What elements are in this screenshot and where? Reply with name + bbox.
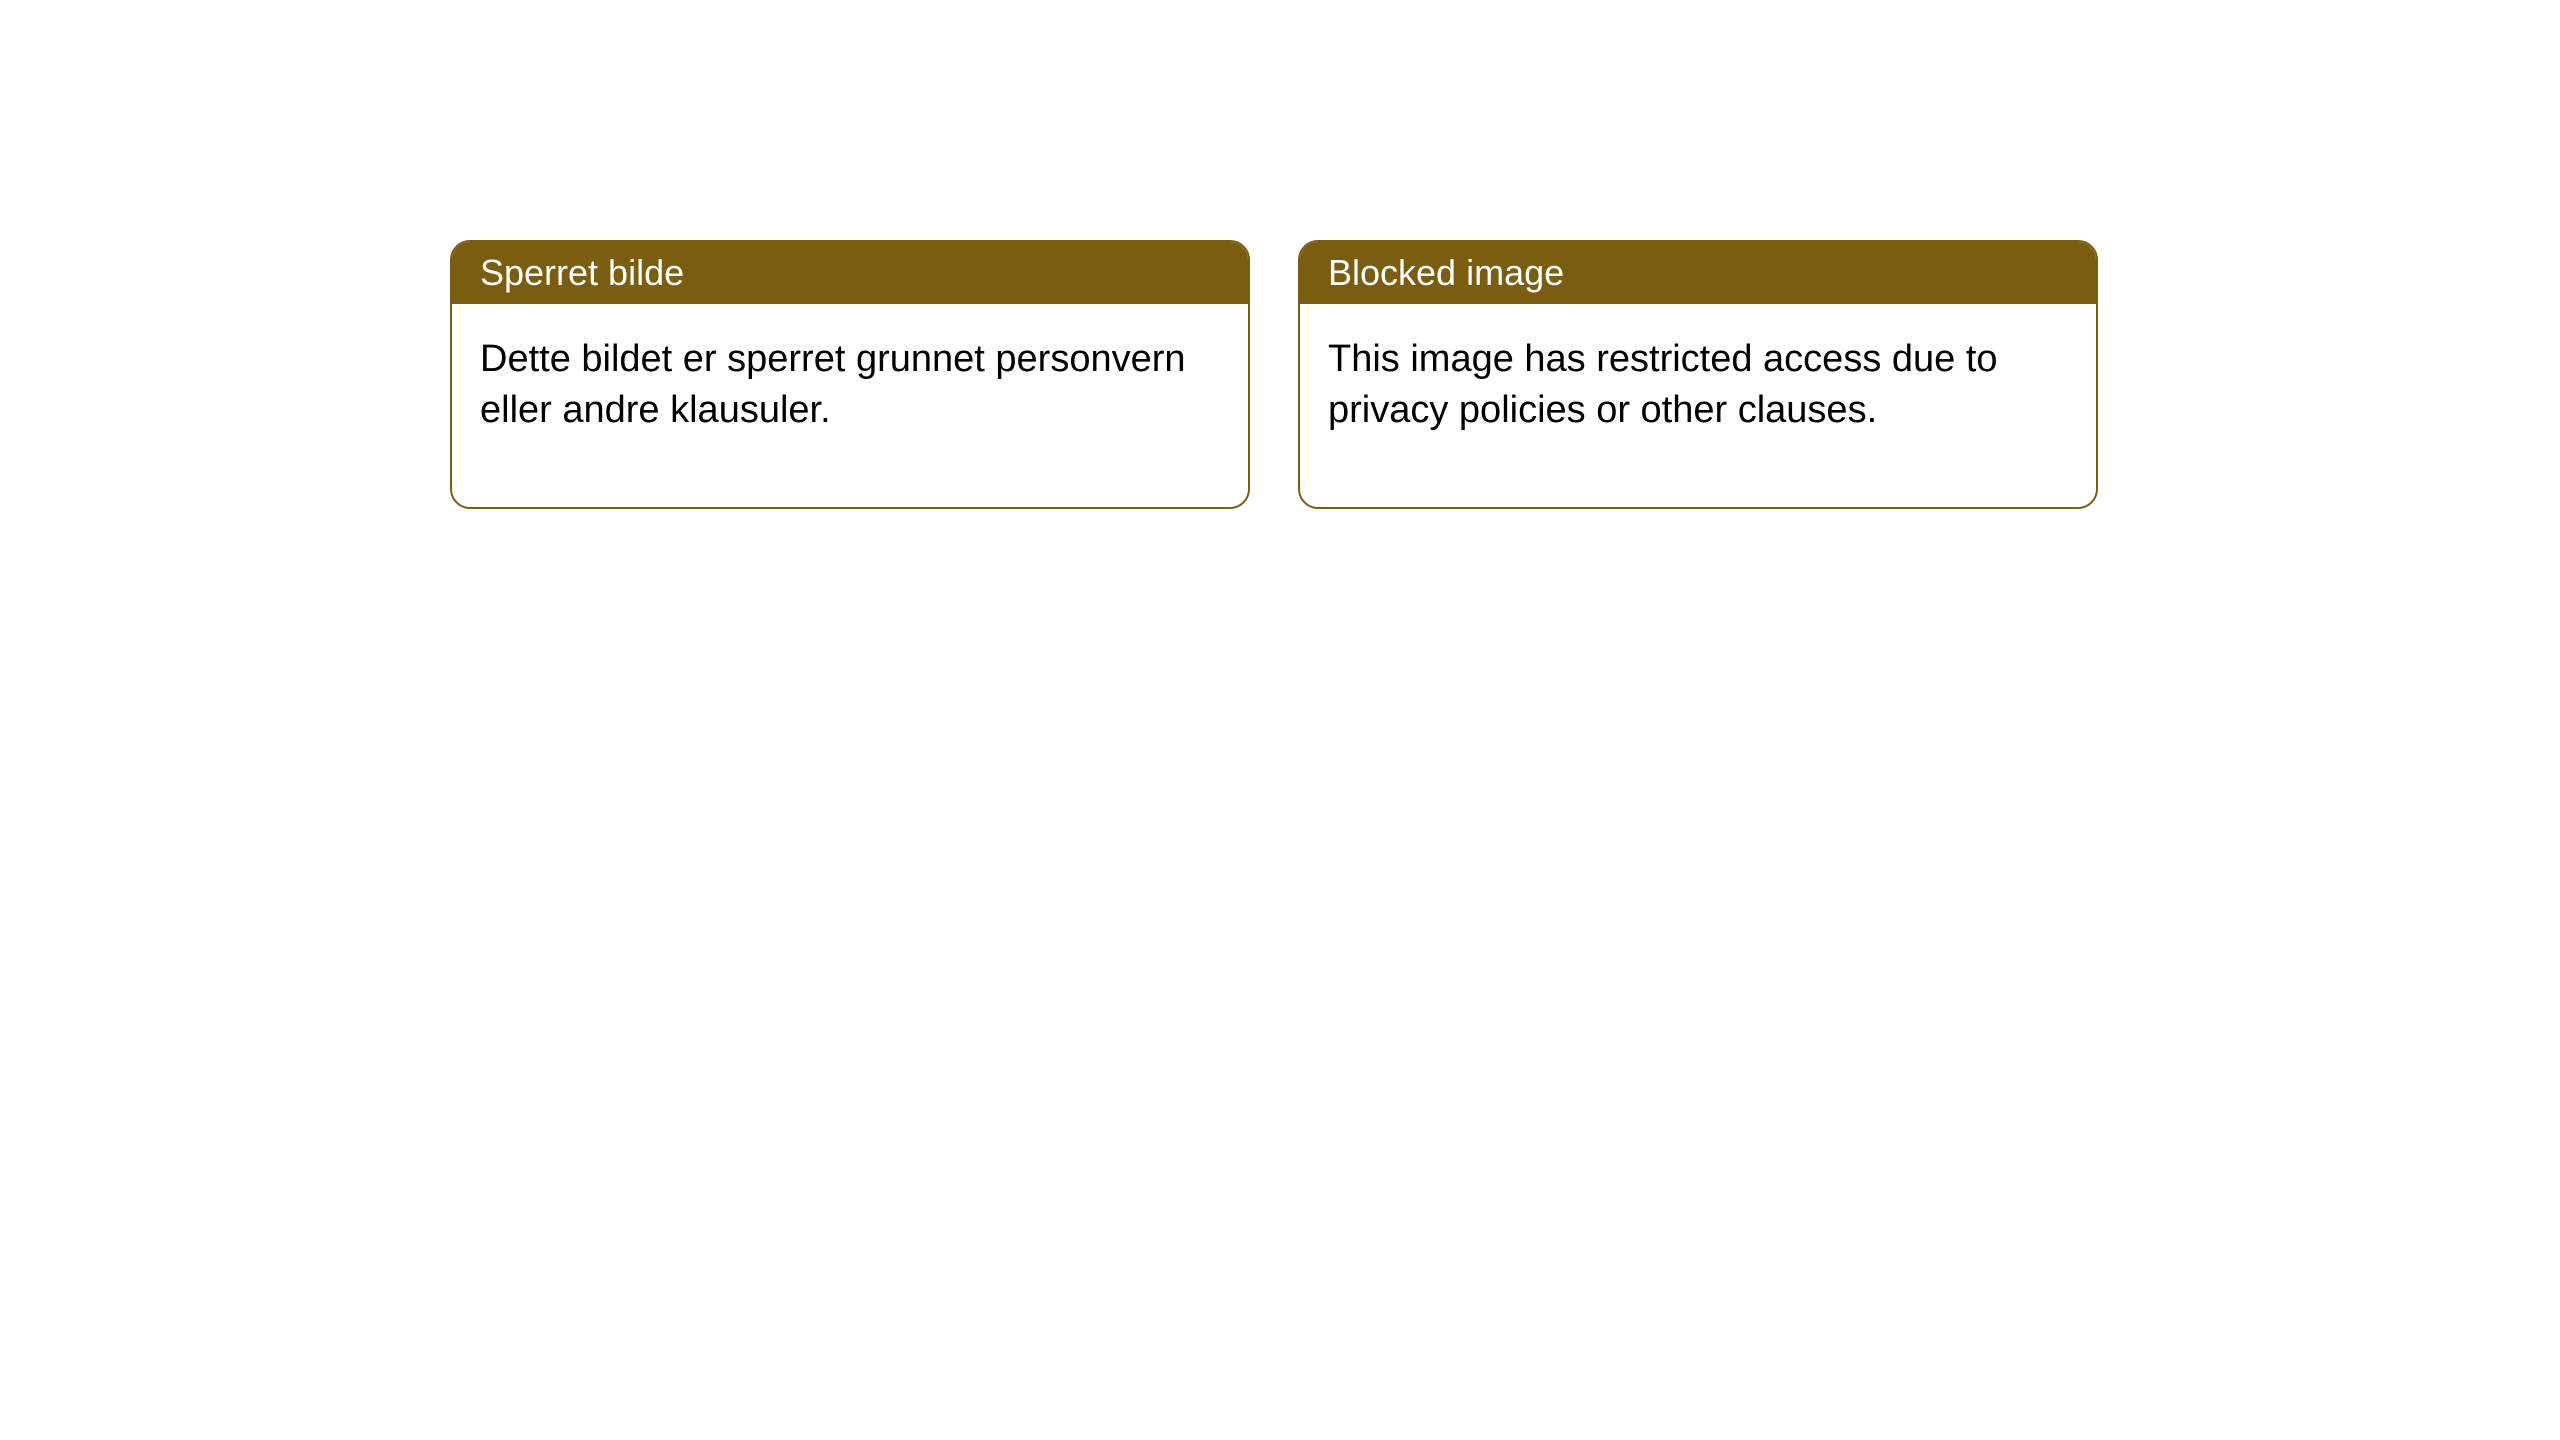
- notice-header: Sperret bilde: [452, 242, 1248, 304]
- notice-card-english: Blocked image This image has restricted …: [1298, 240, 2098, 509]
- notice-container: Sperret bilde Dette bildet er sperret gr…: [0, 0, 2560, 509]
- notice-body-text: This image has restricted access due to …: [1328, 338, 1998, 431]
- notice-body: This image has restricted access due to …: [1300, 304, 2096, 507]
- notice-body: Dette bildet er sperret grunnet personve…: [452, 304, 1248, 507]
- notice-title: Sperret bilde: [480, 252, 684, 293]
- notice-card-norwegian: Sperret bilde Dette bildet er sperret gr…: [450, 240, 1250, 509]
- notice-title: Blocked image: [1328, 252, 1564, 293]
- notice-body-text: Dette bildet er sperret grunnet personve…: [480, 338, 1186, 431]
- notice-header: Blocked image: [1300, 242, 2096, 304]
